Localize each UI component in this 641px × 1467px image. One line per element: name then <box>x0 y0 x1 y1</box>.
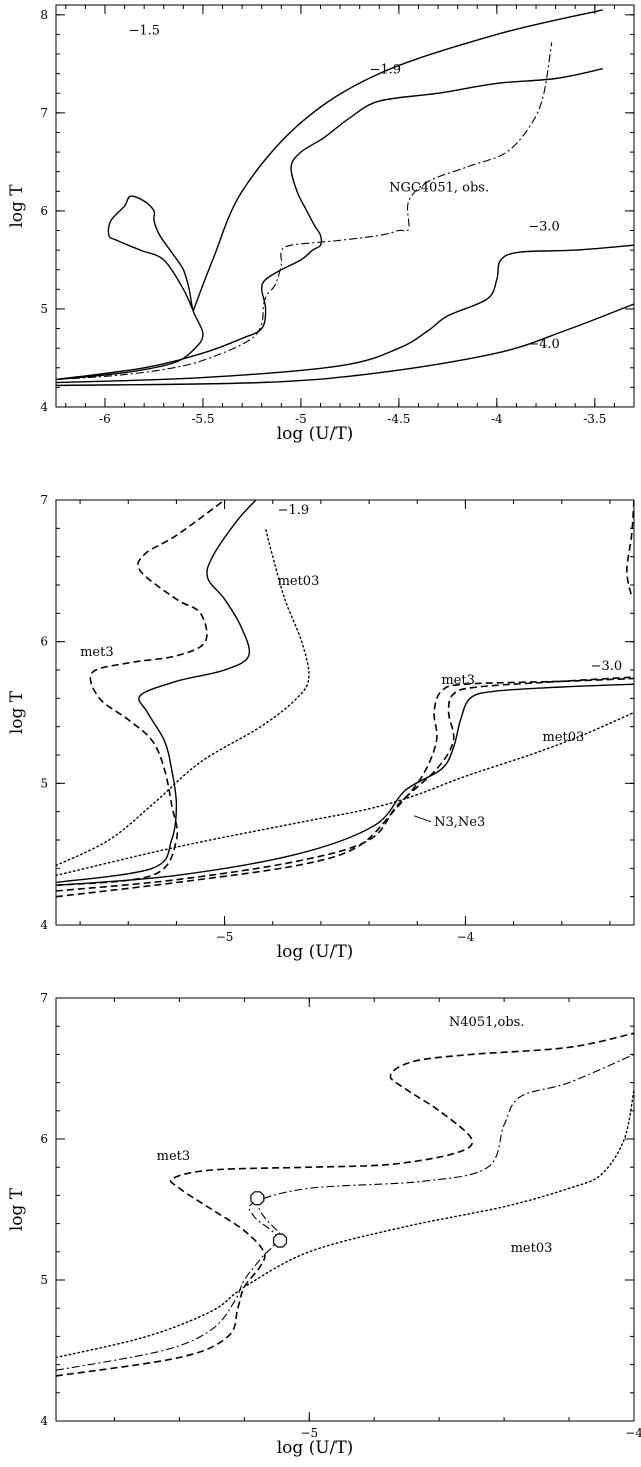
series-line-3-dotted <box>56 527 310 867</box>
y-tick-label: 8 <box>40 8 48 22</box>
curve-annotation: −1.9 <box>369 63 401 78</box>
x-tick-label: −5 <box>300 1426 318 1440</box>
plot-frame <box>55 997 635 1422</box>
curve-annotation: −4.0 <box>528 337 560 352</box>
x-tick-label: -4 <box>491 412 503 426</box>
x-tick-label: −4 <box>457 930 475 944</box>
series-line-6-solid <box>56 303 634 387</box>
curve-annotation: met03 <box>511 1241 553 1256</box>
y-axis-label: log T <box>7 184 27 228</box>
curves <box>56 500 634 898</box>
y-tick-label: 4 <box>40 1414 48 1428</box>
x-axis-label: log (U/T) <box>277 1438 354 1458</box>
curve-annotation: −3.0 <box>528 220 560 235</box>
x-axis-label: log (U/T) <box>277 942 354 962</box>
panel-1: -6 -5.5 -5 -4.5 -4 -3.5 4 5 6 7 8 log (U/T) log T −1.… <box>7 4 635 444</box>
series-line-4-solid <box>56 683 634 886</box>
y-tick-label: 7 <box>40 106 48 120</box>
series-line-1-solid <box>56 195 204 381</box>
curve-annotation: NGC4051, obs. <box>389 180 489 195</box>
curves <box>56 1032 634 1377</box>
curve-annotation: met03 <box>542 730 584 745</box>
x-tick-label: -6 <box>99 412 111 426</box>
observation-marker <box>273 1233 288 1248</box>
x-tick-label: −5 <box>216 930 234 944</box>
series-line-5-solid <box>56 244 634 384</box>
series-line-1-solid <box>56 500 257 884</box>
curve-annotation: −3.0 <box>591 659 623 674</box>
y-tick-label: 6 <box>40 635 48 649</box>
y-tick-label: 7 <box>40 493 48 507</box>
y-tick-label: 4 <box>40 918 48 932</box>
curve-annotation: −1.5 <box>128 23 160 38</box>
x-tick-label: -3.5 <box>583 412 606 426</box>
curve-annotation: −1.9 <box>278 503 310 518</box>
series-line-3-solid <box>56 68 603 381</box>
y-tick-label: 7 <box>40 991 48 1005</box>
y-tick-label: 5 <box>40 776 48 790</box>
series-line-2-dashdot <box>56 1053 634 1371</box>
panel-3: −5 −4 4 5 6 7 log (U/T) log T N4051,obs. met3 met0… <box>7 991 641 1458</box>
y-tick-label: 5 <box>40 1273 48 1287</box>
x-tick-label: -5 <box>295 412 307 426</box>
x-axis-label: log (U/T) <box>277 424 354 444</box>
x-tick-label: −4 <box>625 1426 641 1440</box>
y-axis-label: log T <box>7 690 27 734</box>
curve-annotation: met03 <box>278 574 320 589</box>
observation-marker <box>250 1191 265 1206</box>
series-line-5-dashed <box>56 676 634 892</box>
plot-frame <box>55 4 635 408</box>
series-line-4-dashdot <box>56 42 553 381</box>
series-line-7-dotted <box>56 711 634 877</box>
x-tick-label: -4.5 <box>387 412 410 426</box>
y-tick-label: 4 <box>40 400 48 414</box>
y-axis-label: log T <box>7 1187 27 1231</box>
series-line-1-dashed <box>56 1032 634 1377</box>
series-line-8-dashed <box>625 500 634 597</box>
plot-frame <box>55 499 635 926</box>
panel-2: −5 −4 4 5 6 7 log (U/T) log T −1.9 met03 met3 met3 −… <box>7 493 635 962</box>
y-tick-label: 6 <box>40 204 48 218</box>
y-tick-label: 5 <box>40 302 48 316</box>
curve-annotation: met3 <box>80 645 114 660</box>
curve-annotation: N3,Ne3 <box>434 815 485 830</box>
series-line-3-dotted <box>56 1089 634 1359</box>
curves <box>56 9 634 387</box>
series-line-2-dashed <box>56 500 226 887</box>
annotation-pointer <box>413 815 432 823</box>
curve-annotation: N4051,obs. <box>449 1015 525 1030</box>
y-tick-label: 6 <box>40 1132 48 1146</box>
series-line-6-dashed <box>56 677 634 898</box>
series-line-2-solid <box>192 9 603 312</box>
curve-annotation: met3 <box>441 673 475 688</box>
curve-annotation: met3 <box>157 1149 191 1164</box>
x-tick-label: -5.5 <box>191 412 214 426</box>
